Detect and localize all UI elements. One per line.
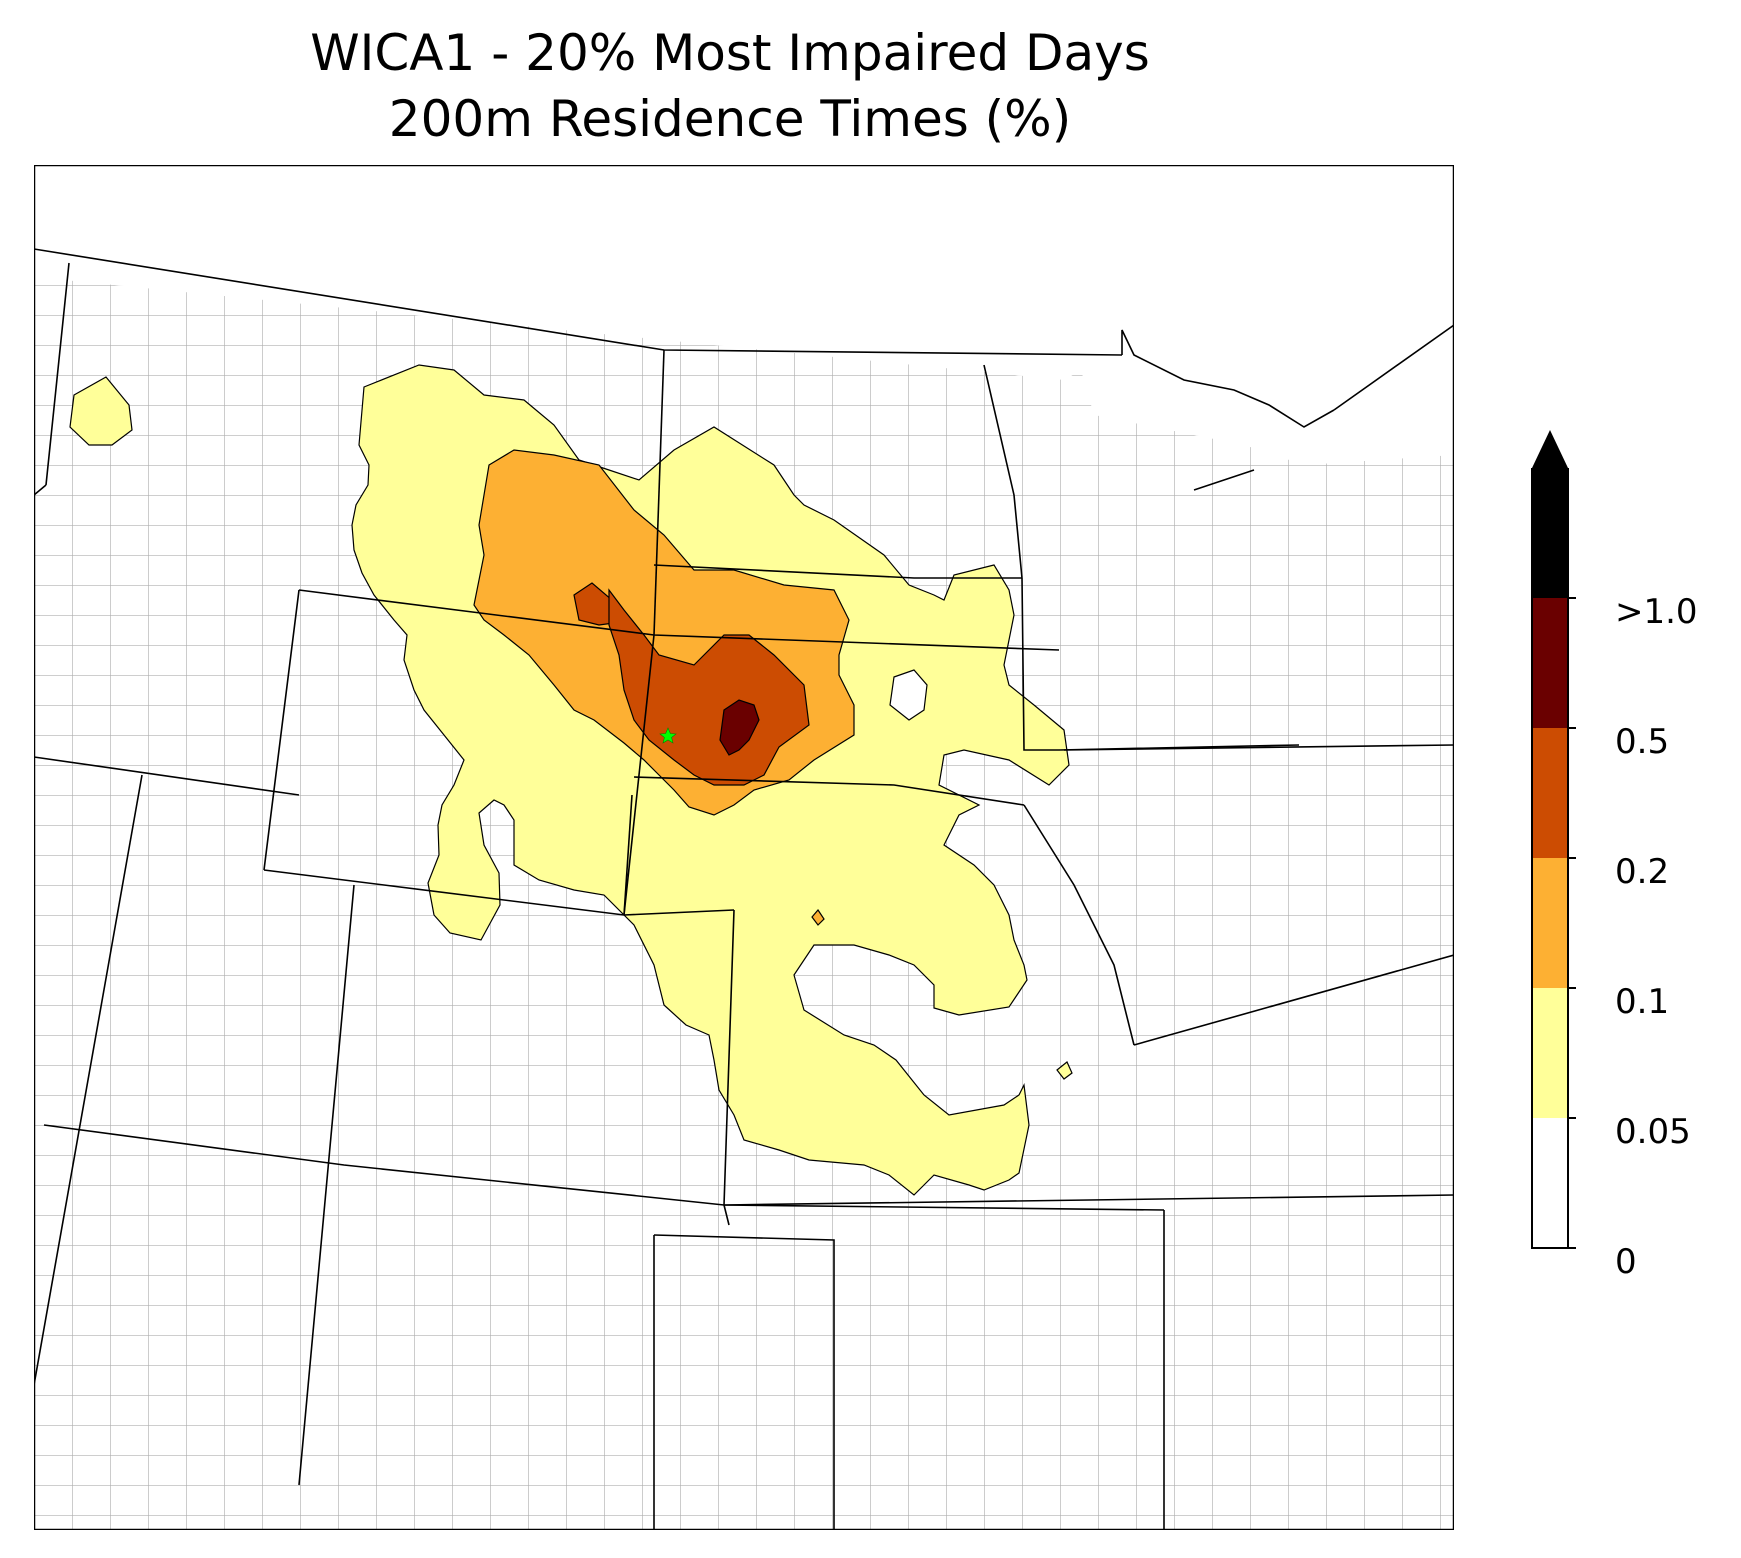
star-icon — [659, 727, 677, 744]
colorbar — [1531, 430, 1576, 1249]
state-borders — [34, 248, 1454, 1530]
contour-0.05-hole — [889, 669, 928, 721]
contour-0.2-core — [608, 588, 810, 786]
colorbar-tick-label: >1.0 — [1615, 592, 1698, 632]
contour-0.05-east-speck — [1056, 1061, 1073, 1080]
colorbar-segment-above-1.0 — [1532, 468, 1568, 598]
colorbar-tick-label: 0.1 — [1615, 982, 1670, 1022]
colorbar-extend-arrow — [1532, 430, 1568, 468]
contour-0.1-speck — [811, 909, 825, 926]
contour-0.05-west-patch — [69, 376, 133, 446]
colorbar-segment-0.05-0.1 — [1532, 988, 1568, 1118]
colorbar-segment-0.1-0.2 — [1532, 858, 1568, 988]
colorbar-segment-0.2-0.5 — [1532, 728, 1568, 858]
map-title: WICA1 - 20% Most Impaired Days — [310, 24, 1150, 82]
map-subtitle: 200m Residence Times (%) — [388, 90, 1072, 148]
colorbar-tick-label: 0.05 — [1615, 1112, 1691, 1152]
colorbar-tick-label: 0 — [1615, 1242, 1637, 1282]
colorbar-segment-0.5-1.0 — [1532, 598, 1568, 728]
contour-0.5 — [719, 699, 760, 756]
map-panel — [34, 165, 1454, 1530]
colorbar-segment-0-0.05 — [1532, 1118, 1568, 1248]
colorbar-tick-label: 0.5 — [1615, 722, 1670, 762]
colorbar-tick-label: 0.2 — [1615, 852, 1670, 892]
